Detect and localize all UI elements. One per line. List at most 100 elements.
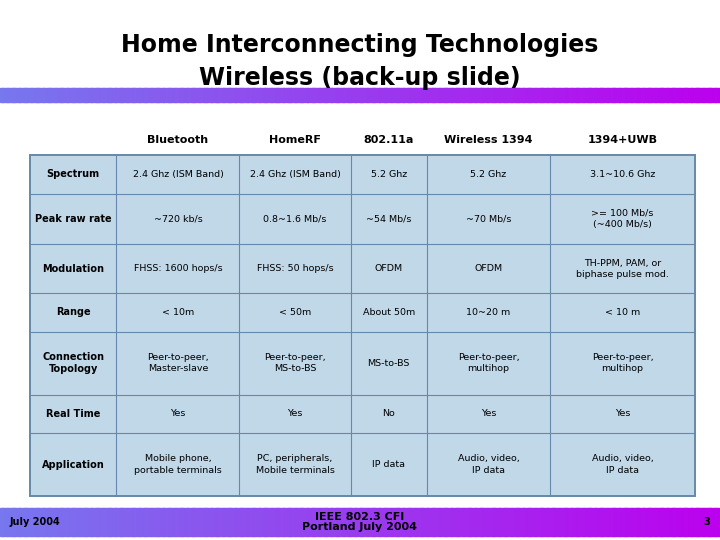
Bar	[567, 88, 570, 102]
Bar	[94, 88, 96, 102]
Bar	[135, 508, 138, 536]
Bar	[290, 88, 293, 102]
Bar	[120, 508, 123, 536]
Bar	[113, 88, 116, 102]
Bar	[156, 88, 159, 102]
Text: OFDM: OFDM	[374, 264, 402, 273]
Bar	[557, 88, 559, 102]
Bar	[30, 155, 695, 496]
Bar	[569, 508, 572, 536]
Bar	[324, 508, 327, 536]
Bar	[72, 88, 75, 102]
Bar	[619, 88, 622, 102]
Bar	[331, 508, 334, 536]
Bar	[281, 88, 284, 102]
Bar	[139, 88, 142, 102]
Text: 3.1~10.6 Ghz: 3.1~10.6 Ghz	[590, 170, 655, 179]
Bar	[142, 508, 145, 536]
Bar	[60, 508, 63, 536]
Bar	[557, 508, 559, 536]
Bar	[430, 88, 433, 102]
Bar	[254, 88, 257, 102]
Bar	[182, 508, 185, 536]
Bar	[266, 88, 269, 102]
Bar	[276, 508, 279, 536]
Bar	[650, 88, 653, 102]
Bar	[117, 88, 120, 102]
Text: Application: Application	[42, 460, 104, 470]
Text: Portland July 2004: Portland July 2004	[302, 522, 418, 532]
Bar	[506, 88, 509, 102]
Text: 1394+UWB: 1394+UWB	[588, 135, 657, 145]
Bar	[185, 88, 188, 102]
Bar	[516, 508, 519, 536]
Bar	[634, 88, 636, 102]
Bar	[504, 508, 507, 536]
Bar	[374, 88, 377, 102]
Bar	[7, 508, 10, 536]
Bar	[689, 508, 692, 536]
Bar	[250, 508, 253, 536]
Bar	[67, 88, 70, 102]
Bar	[22, 88, 24, 102]
Bar	[576, 88, 579, 102]
Text: < 10 m: < 10 m	[605, 308, 640, 317]
Bar	[79, 88, 82, 102]
Bar	[137, 508, 140, 536]
Bar	[122, 88, 125, 102]
Bar	[401, 508, 404, 536]
Bar	[454, 88, 456, 102]
Bar	[14, 88, 17, 102]
Bar	[153, 508, 156, 536]
Bar	[418, 88, 420, 102]
Bar	[513, 508, 516, 536]
Bar	[240, 508, 243, 536]
Bar	[355, 508, 358, 536]
Bar	[127, 88, 130, 102]
Bar	[427, 508, 430, 536]
Bar	[269, 88, 271, 102]
Bar	[221, 88, 224, 102]
Bar	[682, 508, 685, 536]
Bar	[643, 508, 646, 536]
Bar	[511, 508, 514, 536]
Bar	[646, 508, 649, 536]
Bar	[449, 88, 451, 102]
Bar	[655, 508, 658, 536]
Bar	[81, 88, 84, 102]
Bar	[34, 88, 37, 102]
Text: No: No	[382, 409, 395, 418]
Bar	[377, 508, 379, 536]
Bar	[535, 88, 538, 102]
Bar	[346, 88, 348, 102]
Bar	[691, 508, 694, 536]
Bar	[487, 508, 490, 536]
Bar	[346, 508, 348, 536]
Text: MS-to-BS: MS-to-BS	[368, 359, 410, 368]
Bar	[698, 88, 701, 102]
Bar	[297, 508, 300, 536]
Bar	[559, 88, 562, 102]
Bar	[581, 88, 584, 102]
Bar	[261, 88, 264, 102]
Bar	[36, 508, 39, 536]
Bar	[480, 508, 483, 536]
Bar	[351, 508, 354, 536]
Bar	[254, 508, 257, 536]
Bar	[91, 508, 94, 536]
Bar	[158, 88, 161, 102]
Bar	[360, 508, 363, 536]
Bar	[12, 508, 15, 536]
Bar	[372, 508, 375, 536]
Bar	[211, 508, 214, 536]
Bar	[444, 508, 447, 536]
Bar	[444, 88, 447, 102]
Bar	[218, 88, 221, 102]
Bar	[171, 88, 174, 102]
Bar	[333, 88, 336, 102]
Bar	[607, 508, 610, 536]
Bar	[703, 88, 706, 102]
Bar	[410, 508, 413, 536]
Bar	[312, 88, 315, 102]
Bar	[420, 88, 423, 102]
